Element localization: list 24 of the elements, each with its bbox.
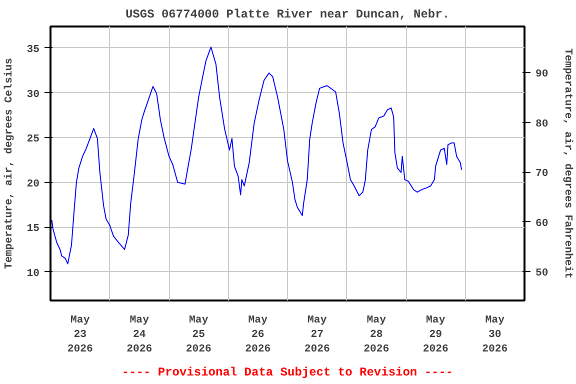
y-tick-label: 35	[26, 44, 40, 56]
y2-axis-title: Temperature, air, degrees Fahrenheit	[561, 48, 574, 279]
x-tick-label: May 24 2026	[126, 314, 152, 356]
x-tick-label: May 25 2026	[186, 314, 212, 356]
x-tick-label: May 23 2026	[67, 314, 93, 356]
chart-title: USGS 06774000 Platte River near Duncan, Nebr.	[125, 8, 450, 22]
x-tick-label: May 27 2026	[304, 314, 330, 356]
y2-tick-label: 80	[536, 118, 548, 130]
y2-tick-label: 90	[536, 68, 548, 81]
x-tick-label: May 30 2026	[482, 314, 508, 356]
y-tick-label: 25	[26, 134, 40, 146]
y-tick-label: 30	[26, 88, 40, 101]
y-axis-title: Temperature, air, degrees Celsius	[4, 58, 16, 270]
y-tick-label: 10	[26, 268, 40, 280]
x-tick-label: May 28 2026	[364, 314, 390, 356]
y2-tick-label: 60	[536, 218, 548, 230]
y-tick-label: 15	[26, 223, 40, 236]
line-series	[51, 46, 462, 264]
y2-tick-label: 50	[536, 268, 548, 280]
x-tick-label: May 29 2026	[422, 314, 448, 356]
text: ---- Provisional Data Subject to Revision ----	[122, 366, 454, 380]
y2-tick-label: 70	[536, 168, 548, 180]
x-tick-label: May 26 2026	[245, 314, 271, 356]
y-tick-label: 20	[26, 178, 40, 190]
